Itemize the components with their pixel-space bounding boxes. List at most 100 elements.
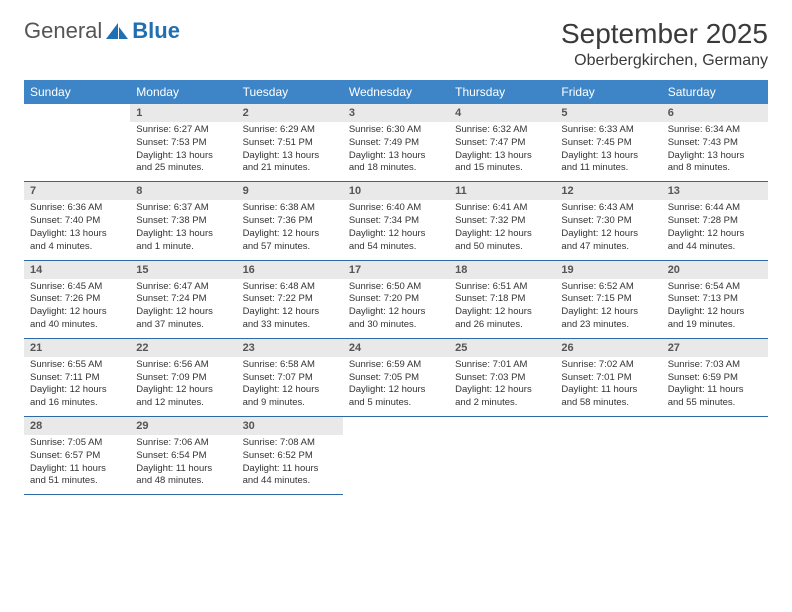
day-number	[449, 417, 555, 436]
sunrise-text: Sunrise: 6:58 AM	[243, 359, 337, 372]
daylight-text: Daylight: 11 hours and 51 minutes.	[30, 463, 124, 489]
day-number: 30	[237, 417, 343, 436]
day-number: 18	[449, 260, 555, 279]
sunset-text: Sunset: 6:59 PM	[668, 372, 762, 385]
sunset-text: Sunset: 7:45 PM	[561, 137, 655, 150]
sunrise-text: Sunrise: 6:33 AM	[561, 124, 655, 137]
title-block: September 2025 Oberbergkirchen, Germany	[561, 18, 768, 70]
calendar-table: Sunday Monday Tuesday Wednesday Thursday…	[24, 80, 768, 495]
day-number: 15	[130, 260, 236, 279]
content-row: Sunrise: 6:45 AMSunset: 7:26 PMDaylight:…	[24, 279, 768, 339]
day-cell: Sunrise: 6:33 AMSunset: 7:45 PMDaylight:…	[555, 122, 661, 182]
day-cell	[555, 435, 661, 495]
sunrise-text: Sunrise: 6:44 AM	[668, 202, 762, 215]
sunset-text: Sunset: 7:30 PM	[561, 215, 655, 228]
day-number: 28	[24, 417, 130, 436]
sunrise-text: Sunrise: 6:32 AM	[455, 124, 549, 137]
daylight-text: Daylight: 13 hours and 8 minutes.	[668, 150, 762, 176]
day-cell: Sunrise: 6:54 AMSunset: 7:13 PMDaylight:…	[662, 279, 768, 339]
sunrise-text: Sunrise: 6:34 AM	[668, 124, 762, 137]
sunrise-text: Sunrise: 6:47 AM	[136, 281, 230, 294]
day-cell: Sunrise: 6:27 AMSunset: 7:53 PMDaylight:…	[130, 122, 236, 182]
sunrise-text: Sunrise: 6:37 AM	[136, 202, 230, 215]
day-number: 24	[343, 338, 449, 357]
daylight-text: Daylight: 12 hours and 5 minutes.	[349, 384, 443, 410]
sunset-text: Sunset: 7:51 PM	[243, 137, 337, 150]
day-cell: Sunrise: 7:01 AMSunset: 7:03 PMDaylight:…	[449, 357, 555, 417]
day-cell: Sunrise: 6:38 AMSunset: 7:36 PMDaylight:…	[237, 200, 343, 260]
sunrise-text: Sunrise: 6:50 AM	[349, 281, 443, 294]
day-cell: Sunrise: 6:56 AMSunset: 7:09 PMDaylight:…	[130, 357, 236, 417]
day-number: 14	[24, 260, 130, 279]
day-number: 4	[449, 104, 555, 122]
day-cell: Sunrise: 7:08 AMSunset: 6:52 PMDaylight:…	[237, 435, 343, 495]
day-cell	[343, 435, 449, 495]
sunrise-text: Sunrise: 6:27 AM	[136, 124, 230, 137]
daynum-row: 14151617181920	[24, 260, 768, 279]
day-number: 7	[24, 182, 130, 201]
logo: General Blue	[24, 18, 180, 44]
sunset-text: Sunset: 7:38 PM	[136, 215, 230, 228]
sunset-text: Sunset: 7:15 PM	[561, 293, 655, 306]
day-cell: Sunrise: 7:03 AMSunset: 6:59 PMDaylight:…	[662, 357, 768, 417]
day-cell: Sunrise: 6:58 AMSunset: 7:07 PMDaylight:…	[237, 357, 343, 417]
daylight-text: Daylight: 12 hours and 54 minutes.	[349, 228, 443, 254]
sunrise-text: Sunrise: 6:51 AM	[455, 281, 549, 294]
day-header: Saturday	[662, 80, 768, 104]
logo-text-general: General	[24, 18, 102, 44]
daylight-text: Daylight: 13 hours and 18 minutes.	[349, 150, 443, 176]
day-number: 6	[662, 104, 768, 122]
sunrise-text: Sunrise: 7:02 AM	[561, 359, 655, 372]
daylight-text: Daylight: 12 hours and 47 minutes.	[561, 228, 655, 254]
sunrise-text: Sunrise: 6:59 AM	[349, 359, 443, 372]
day-number: 3	[343, 104, 449, 122]
sunrise-text: Sunrise: 6:40 AM	[349, 202, 443, 215]
day-cell: Sunrise: 6:55 AMSunset: 7:11 PMDaylight:…	[24, 357, 130, 417]
content-row: Sunrise: 6:27 AMSunset: 7:53 PMDaylight:…	[24, 122, 768, 182]
day-cell: Sunrise: 6:30 AMSunset: 7:49 PMDaylight:…	[343, 122, 449, 182]
daylight-text: Daylight: 12 hours and 37 minutes.	[136, 306, 230, 332]
sunrise-text: Sunrise: 7:03 AM	[668, 359, 762, 372]
sunrise-text: Sunrise: 6:55 AM	[30, 359, 124, 372]
daylight-text: Daylight: 11 hours and 58 minutes.	[561, 384, 655, 410]
sunset-text: Sunset: 7:47 PM	[455, 137, 549, 150]
daylight-text: Daylight: 11 hours and 55 minutes.	[668, 384, 762, 410]
day-header: Monday	[130, 80, 236, 104]
daylight-text: Daylight: 12 hours and 30 minutes.	[349, 306, 443, 332]
day-number: 9	[237, 182, 343, 201]
day-cell: Sunrise: 6:48 AMSunset: 7:22 PMDaylight:…	[237, 279, 343, 339]
day-number: 21	[24, 338, 130, 357]
sunrise-text: Sunrise: 6:30 AM	[349, 124, 443, 137]
sunset-text: Sunset: 7:24 PM	[136, 293, 230, 306]
sunrise-text: Sunrise: 6:56 AM	[136, 359, 230, 372]
content-row: Sunrise: 7:05 AMSunset: 6:57 PMDaylight:…	[24, 435, 768, 495]
sunrise-text: Sunrise: 6:43 AM	[561, 202, 655, 215]
sunrise-text: Sunrise: 7:01 AM	[455, 359, 549, 372]
sunset-text: Sunset: 7:43 PM	[668, 137, 762, 150]
day-cell: Sunrise: 6:43 AMSunset: 7:30 PMDaylight:…	[555, 200, 661, 260]
daylight-text: Daylight: 12 hours and 12 minutes.	[136, 384, 230, 410]
sunset-text: Sunset: 7:36 PM	[243, 215, 337, 228]
daynum-row: 21222324252627	[24, 338, 768, 357]
sunset-text: Sunset: 7:07 PM	[243, 372, 337, 385]
day-number	[555, 417, 661, 436]
day-number: 2	[237, 104, 343, 122]
daylight-text: Daylight: 13 hours and 21 minutes.	[243, 150, 337, 176]
day-cell	[449, 435, 555, 495]
daynum-row: 282930	[24, 417, 768, 436]
day-cell: Sunrise: 6:37 AMSunset: 7:38 PMDaylight:…	[130, 200, 236, 260]
sunrise-text: Sunrise: 6:36 AM	[30, 202, 124, 215]
day-number: 8	[130, 182, 236, 201]
day-number	[662, 417, 768, 436]
sunrise-text: Sunrise: 6:48 AM	[243, 281, 337, 294]
sunrise-text: Sunrise: 6:29 AM	[243, 124, 337, 137]
day-number: 25	[449, 338, 555, 357]
sunrise-text: Sunrise: 7:08 AM	[243, 437, 337, 450]
sunrise-text: Sunrise: 6:41 AM	[455, 202, 549, 215]
daynum-row: 78910111213	[24, 182, 768, 201]
daylight-text: Daylight: 13 hours and 15 minutes.	[455, 150, 549, 176]
sunset-text: Sunset: 7:26 PM	[30, 293, 124, 306]
sunrise-text: Sunrise: 6:54 AM	[668, 281, 762, 294]
day-number: 5	[555, 104, 661, 122]
content-row: Sunrise: 6:36 AMSunset: 7:40 PMDaylight:…	[24, 200, 768, 260]
